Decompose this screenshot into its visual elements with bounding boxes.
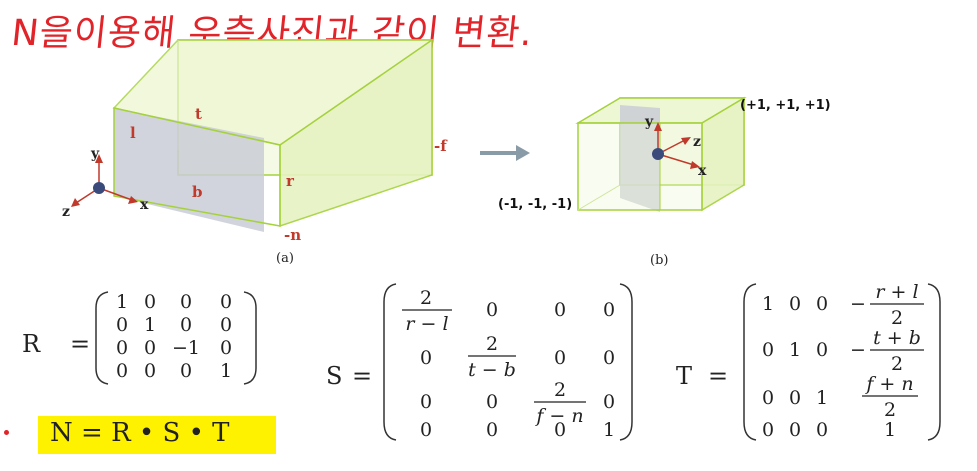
r03: 0 [220, 291, 232, 313]
figure-a: t l b r -f -n y x z (a) [62, 38, 448, 266]
t03-num: r + l [875, 281, 918, 303]
corner-min: (-1, -1, -1) [498, 197, 572, 212]
r02: 0 [180, 291, 192, 313]
axes-a: y x z [62, 146, 149, 220]
svg-text:=: = [352, 362, 372, 390]
box-a-front-face [113, 107, 281, 227]
s22-den: f − n [534, 405, 583, 427]
s33: 1 [603, 419, 615, 441]
equation: N = R • S • T [50, 418, 230, 448]
s22-num: 2 [554, 379, 566, 401]
equation-highlight [38, 416, 276, 454]
t13-sign: − [850, 339, 866, 361]
label-r: r [286, 172, 295, 190]
corner-max: (+1, +1, +1) [740, 98, 831, 113]
s11-den: t − b [468, 359, 516, 381]
s00-den: r − l [405, 313, 448, 335]
t01: 0 [789, 293, 801, 315]
s32: 0 [554, 419, 566, 441]
t30: 0 [762, 419, 774, 441]
matrix-s: S = 2 r − l 0 0 0 0 2 t − b 0 0 0 0 2 f … [326, 283, 633, 441]
label-f: -f [434, 137, 448, 155]
origin-dot-a [93, 182, 105, 194]
figure-b: y x z (+1, +1, +1) (-1, -1, -1) (b) [498, 96, 831, 268]
label-t: t [195, 105, 202, 123]
label-n: -n [284, 226, 301, 244]
frustum-figure: t l b r -f -n y x z (a) [62, 38, 831, 268]
axis-z-a: z [62, 204, 70, 220]
svg-text:=: = [708, 362, 728, 390]
s01: 0 [486, 299, 498, 321]
t22: 1 [816, 387, 828, 409]
near-plane-b [620, 105, 660, 212]
s12: 0 [554, 347, 566, 369]
r13: 0 [220, 314, 232, 336]
s03: 0 [603, 299, 615, 321]
t32: 0 [816, 419, 828, 441]
r32: 0 [180, 360, 192, 382]
label-l: l [130, 124, 136, 142]
s00-num: 2 [420, 287, 432, 309]
r22: −1 [172, 337, 200, 359]
s10: 0 [420, 347, 432, 369]
t11: 1 [789, 339, 801, 361]
r33: 1 [220, 360, 232, 382]
bullet-dot [4, 430, 9, 435]
near-plane [114, 108, 264, 232]
t03-den: 2 [891, 307, 903, 329]
r30: 0 [116, 360, 128, 382]
s23: 0 [603, 391, 615, 413]
matrices: R = 1 0 0 00 1 0 00 0 −1 00 0 0 1 S = 2 r − l 0 0 0 … [22, 281, 941, 441]
box-b-front-face [577, 122, 703, 211]
axes-b: y x z [644, 114, 707, 179]
label-b: b [192, 183, 203, 201]
s20: 0 [420, 391, 432, 413]
r21: 0 [144, 337, 156, 359]
s21: 0 [486, 391, 498, 413]
s31: 0 [486, 419, 498, 441]
r00: 1 [116, 291, 128, 313]
r31: 0 [144, 360, 156, 382]
t03-sign: − [850, 293, 866, 315]
t02: 0 [816, 293, 828, 315]
s02: 0 [554, 299, 566, 321]
matrix-r: R = 1 0 0 00 1 0 00 0 −1 00 0 0 1 [22, 291, 257, 385]
s13: 0 [603, 347, 615, 369]
caption-b: (b) [650, 253, 668, 268]
axis-y-b: y [644, 114, 654, 130]
t33: 1 [884, 419, 896, 441]
axis-x-b: x [698, 163, 707, 179]
t31: 0 [789, 419, 801, 441]
r11: 1 [144, 314, 156, 336]
caption-a: (a) [276, 251, 294, 266]
t10: 0 [762, 339, 774, 361]
matrix-t-name: T [676, 362, 692, 390]
t20: 0 [762, 387, 774, 409]
r10: 0 [116, 314, 128, 336]
transform-arrow-icon [480, 145, 530, 161]
t21: 0 [789, 387, 801, 409]
t23-num: f + n [864, 373, 913, 395]
axis-z-b: z [693, 134, 701, 150]
matrix-s-name: S [326, 362, 342, 390]
svg-text:=: = [70, 330, 90, 358]
axis-x-a: x [140, 197, 149, 213]
matrix-r-name: R [22, 330, 41, 358]
r01: 0 [144, 291, 156, 313]
t12: 0 [816, 339, 828, 361]
matrix-t: T = 1 0 0 − r + l 2 0 1 0 − t + b 2 0 0 … [676, 281, 941, 441]
s11-num: 2 [486, 333, 498, 355]
t13-num: t + b [873, 327, 921, 349]
r20: 0 [116, 337, 128, 359]
axis-y-a: y [90, 146, 100, 162]
t00: 1 [762, 293, 774, 315]
r12: 0 [180, 314, 192, 336]
s30: 0 [420, 419, 432, 441]
t23-den: 2 [884, 399, 896, 421]
t13-den: 2 [891, 353, 903, 375]
origin-dot-b [652, 148, 664, 160]
r23: 0 [220, 337, 232, 359]
